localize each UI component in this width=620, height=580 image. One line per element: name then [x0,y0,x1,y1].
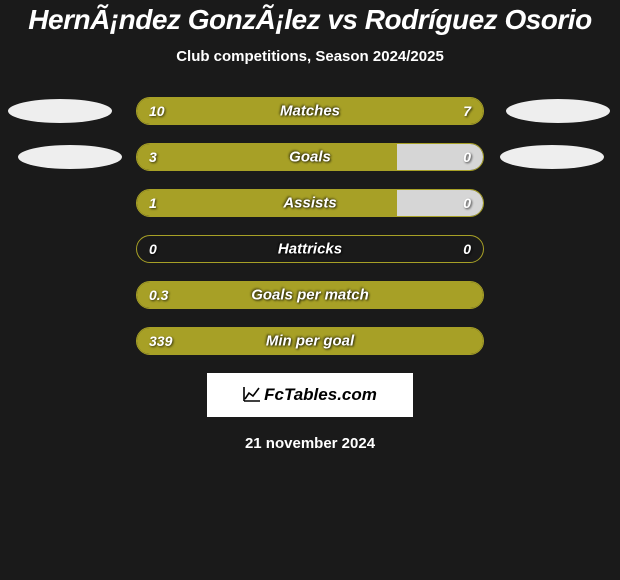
stat-row: Min per goal 339 [0,327,620,355]
stat-value-left: 0.3 [149,287,168,303]
stat-row: Hattricks 0 0 [0,235,620,263]
stat-bar: Assists 1 0 [136,189,484,217]
logo-label: FcTables.com [264,385,377,405]
date-label: 21 november 2024 [0,435,620,452]
player-ellipse-left [18,145,122,169]
stat-label: Min per goal [266,333,354,350]
stat-value-right: 7 [463,103,471,119]
logo-box: FcTables.com [207,373,413,417]
player-ellipse-left [8,99,112,123]
bar-segment-left [137,190,397,216]
stat-row: Assists 1 0 [0,189,620,217]
bar-segment-left [137,144,397,170]
stat-value-left: 3 [149,149,157,165]
stat-row: Goals per match 0.3 [0,281,620,309]
stat-bar: Matches 10 7 [136,97,484,125]
comparison-title: HernÃ¡ndez GonzÃ¡lez vs Rodríguez Osorio [0,0,620,36]
stat-label: Goals per match [251,287,369,304]
stat-label: Goals [289,149,331,166]
stat-row: Matches 10 7 [0,97,620,125]
stat-value-left: 1 [149,195,157,211]
player-ellipse-right [500,145,604,169]
stat-bar: Goals 3 0 [136,143,484,171]
stat-row: Goals 3 0 [0,143,620,171]
stat-label: Hattricks [278,241,342,258]
stat-value-left: 10 [149,103,165,119]
comparison-subtitle: Club competitions, Season 2024/2025 [0,48,620,65]
stat-value-right: 0 [463,149,471,165]
stat-label: Assists [283,195,336,212]
stat-value-left: 0 [149,241,157,257]
chart-icon [243,386,261,407]
stat-value-right: 0 [463,241,471,257]
stat-bar: Goals per match 0.3 [136,281,484,309]
stat-value-left: 339 [149,333,172,349]
stat-rows: Matches107Goals30Assists10Hattricks00Goa… [0,97,620,355]
stat-value-right: 0 [463,195,471,211]
stat-bar: Hattricks 0 0 [136,235,484,263]
logo-text: FcTables.com [243,385,377,406]
stat-bar: Min per goal 339 [136,327,484,355]
stat-label: Matches [280,103,340,120]
player-ellipse-right [506,99,610,123]
